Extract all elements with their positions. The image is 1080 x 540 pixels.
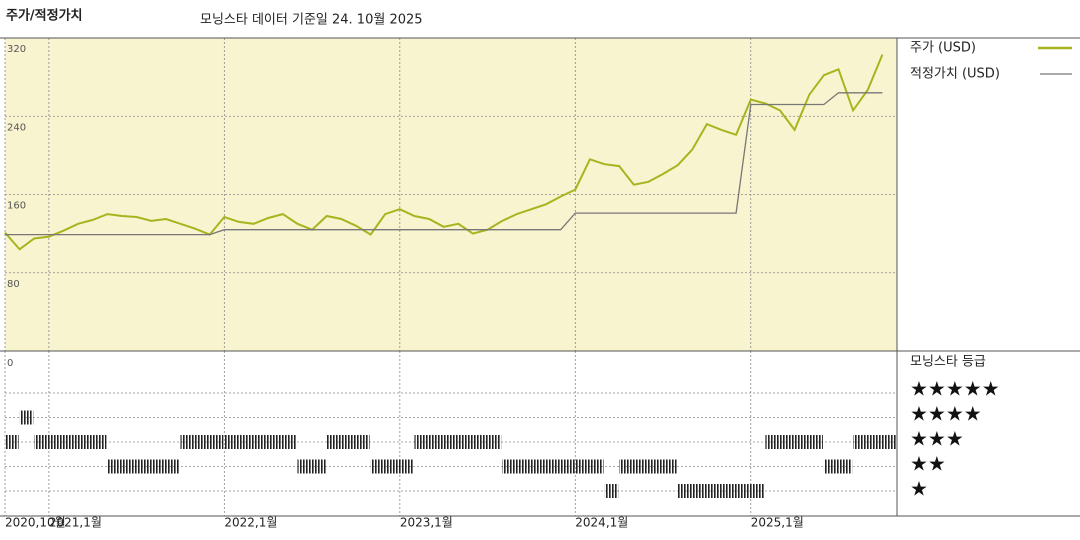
rating-bar [19,410,34,425]
x-tick-label: 2024,1월 [575,516,628,530]
rating-bar [765,435,823,449]
rating-bar [414,435,502,449]
rating-bar [604,484,619,498]
x-tick-label: 2021,1월 [49,516,102,530]
y-tick-label: 240 [7,122,26,133]
chart-subtitle: 모닝스타 데이터 기준일 24. 10월 2025 [200,13,423,28]
series-line [4,54,884,251]
x-tick-label: 2025,1월 [751,516,804,530]
y-tick-label: 160 [7,201,26,212]
rating-legend-title: 모닝스타 등급 [910,355,986,370]
x-tick-label: 2023,1월 [400,516,453,530]
x-tick-label: 2022,1월 [224,516,277,530]
x-tick-label: 2020,10월 [5,516,66,530]
series-line [5,92,883,236]
rating-bar [853,435,896,449]
legend-label: 적정가치 (USD) [910,67,1000,82]
y-tick-label: ★ [910,477,928,501]
y-tick-label: ★★★★ [910,402,982,426]
rating-bar [5,435,19,449]
rating-bar [370,459,414,474]
y-tick-label: ★★★ [910,427,964,451]
rating-bar [224,435,297,449]
rating-bar [619,459,677,474]
top-label: 0 [7,358,13,369]
y-tick-label: ★★★★★ [910,377,1000,401]
y-tick-label: 320 [7,44,26,55]
rating-bar [326,435,370,449]
y-tick-label: ★★ [910,452,946,476]
rating-bar [34,435,107,449]
rating-bar [502,459,604,474]
legend-label: 주가 (USD) [910,41,976,56]
y-tick-label: 80 [7,279,20,290]
rating-bar [180,435,224,449]
rating-bar [823,459,853,474]
chart-title: 주가/적정가치 [6,8,83,24]
rating-bar [107,459,180,474]
rating-bar [297,459,326,474]
rating-bar [677,484,765,498]
